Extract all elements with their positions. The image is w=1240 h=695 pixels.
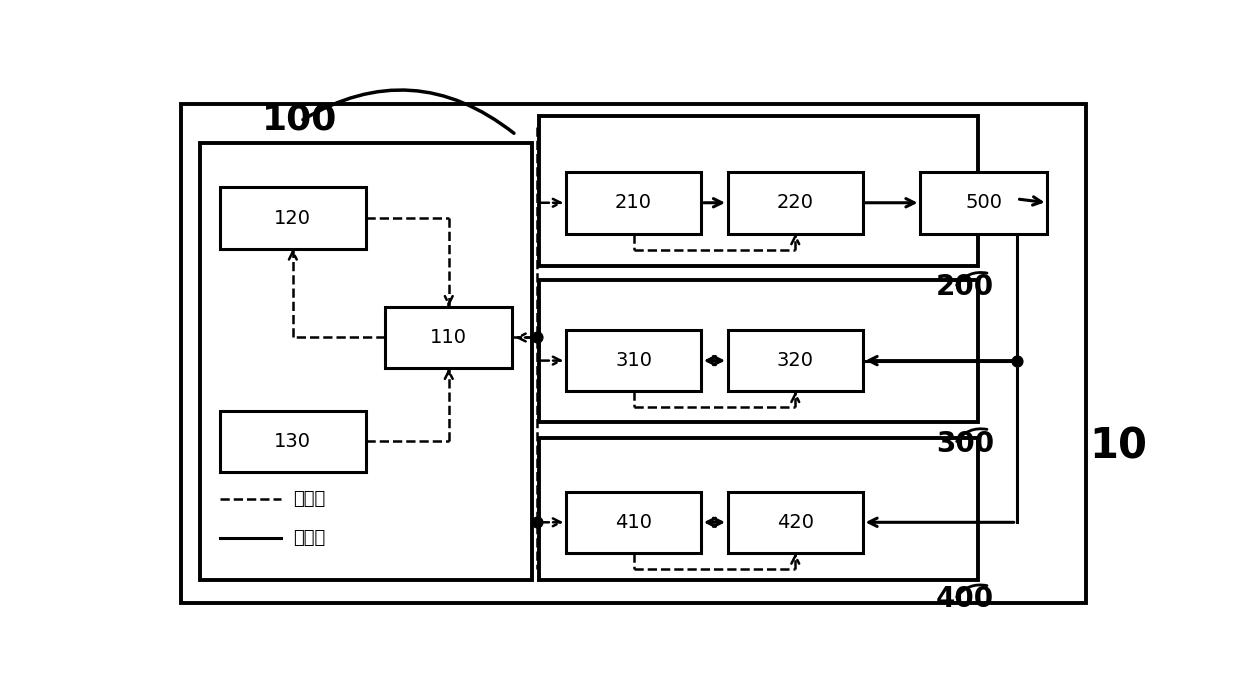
Point (527, 332, 547, 343)
Bar (386, 306, 512, 368)
Text: 500: 500 (966, 193, 1002, 212)
Text: 10: 10 (1090, 425, 1148, 467)
Text: 120: 120 (274, 208, 311, 228)
Text: 310: 310 (615, 351, 652, 370)
Text: 110: 110 (430, 328, 467, 347)
Text: 220: 220 (776, 193, 813, 212)
Bar (539, 116, 978, 266)
Bar (201, 142, 532, 580)
Bar (728, 491, 863, 553)
Bar (539, 280, 978, 422)
Bar (219, 188, 366, 249)
Text: 200: 200 (936, 273, 994, 302)
Point (527, 517, 547, 528)
Text: 420: 420 (776, 513, 813, 532)
Text: 300: 300 (936, 430, 994, 458)
Bar (728, 172, 863, 234)
Text: 100: 100 (262, 103, 337, 137)
Bar (567, 330, 701, 391)
Bar (728, 330, 863, 391)
Text: 信号流: 信号流 (293, 490, 325, 508)
Text: 320: 320 (776, 351, 813, 370)
Bar (920, 172, 1048, 234)
Text: 功率流: 功率流 (293, 529, 325, 547)
Text: 130: 130 (274, 432, 311, 451)
Bar (539, 438, 978, 580)
Text: 410: 410 (615, 513, 652, 532)
Bar (219, 411, 366, 472)
Text: 210: 210 (615, 193, 652, 212)
Point (1007, 355, 1027, 366)
Bar (567, 491, 701, 553)
Bar (567, 172, 701, 234)
Text: 400: 400 (936, 585, 994, 613)
